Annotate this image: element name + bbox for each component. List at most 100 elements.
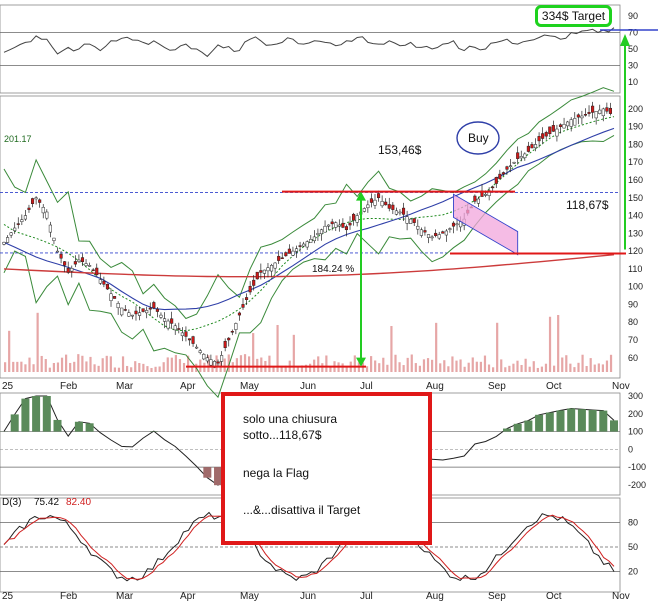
axis-layer: 25 25 Feb Feb Mar Mar Apr Apr May May Jun Jun Jul Jul… [2,381,630,601]
volume-bar [81,355,84,372]
candle-body [530,144,534,149]
volume-bar [447,366,450,372]
macd-area-positive [577,409,586,432]
volume-bar [528,366,531,372]
volume-bar [146,366,149,372]
candle-body [216,361,220,364]
candle-body [302,243,306,247]
candle-body [148,307,152,310]
volume-bar [215,355,218,372]
stoch-k-line [3,511,615,582]
volume-bar [353,355,356,372]
candle-body [273,262,277,269]
price-tick-label: 170 [628,157,643,167]
volume-bar [504,367,507,372]
volume-bar [8,330,11,372]
volume-bar [60,357,64,372]
candle-body [455,223,459,226]
month-label-price: Jun [300,381,316,392]
month-label-price: Jul [360,381,373,392]
support-label: 118,67$ [566,198,609,212]
volume-bar [235,358,238,372]
price-tick-label: 200 [628,104,643,114]
candle-body [323,225,327,233]
volume-bar [182,362,186,372]
volume-bar [89,356,92,372]
candle-body [451,222,456,227]
rsi-tick-label: 30 [628,60,638,70]
candle-body [387,204,391,209]
candle-body [266,267,270,272]
candle-body [566,121,570,127]
candle-body [498,173,502,180]
candle-body [98,279,102,284]
candle-body [409,218,413,224]
volume-bar [585,365,588,372]
candle-body [109,293,113,301]
volume-bar [65,354,68,372]
macd-area-positive [513,423,522,432]
volume-bar [374,360,377,372]
buy-label: Buy [468,131,489,145]
candle-body [608,107,612,114]
candle-body [391,204,395,210]
move-arrow-head-up [356,191,366,201]
candle-body [373,199,377,206]
volume-bar [296,367,299,372]
candle-body [309,239,313,243]
volume-bar [154,366,157,372]
volume-bar [4,362,7,372]
macd-area-positive [85,423,94,432]
volume-bar [589,358,592,372]
price-tick-label: 150 [628,193,643,203]
candle-body [269,265,274,272]
note-line-3: nega la Flag [243,466,310,480]
volume-bar [304,364,308,372]
candle-body [291,250,295,256]
volume-bar [150,367,153,372]
candle-body [234,323,238,330]
volume-bar [48,367,51,372]
candle-body [45,211,49,219]
candle-body [38,199,42,203]
price-tick-label: 90 [628,299,638,309]
candle-body [120,307,124,316]
candle-body [80,257,85,263]
candle-body [344,226,349,231]
candle-body [316,233,320,235]
candle-body [352,213,356,221]
stoch-tick-label: 50 [628,542,638,552]
macd-area-positive [524,420,533,432]
candle-body [348,222,352,226]
candle-body [551,125,555,132]
candle-body [187,338,192,341]
candle-body [141,308,145,312]
candle-body [441,231,445,234]
price-layer: 200 190 180 170 160 150 140 130 120 110 100 90 80 70 6… [0,29,658,399]
candle-body [248,285,252,293]
stoch-tick-label: 80 [628,517,638,527]
month-label-bottom: May [240,591,259,601]
month-label-price: Sep [488,381,506,392]
volume-bar [512,363,515,372]
candle-body [166,320,170,329]
candle-body [195,346,199,349]
rsi-tick-label: 50 [628,44,638,54]
month-label-price: Oct [546,381,562,392]
candle-body [444,230,448,236]
candle-body [312,236,316,242]
volume-bar [28,357,31,372]
candle-body [580,115,584,119]
volume-bar [69,362,72,372]
volume-bar [341,363,344,372]
candle-body [541,133,545,139]
candle-body [102,280,106,285]
volume-bar [309,363,312,372]
stoch-d-line [3,514,615,580]
macd-tick-label: -100 [628,462,646,472]
volume-bar [113,367,116,372]
month-label-bottom: Jun [300,591,316,601]
candle-body [501,172,505,175]
move-arrow-head-down [356,357,366,367]
macd-area-positive [599,410,608,432]
